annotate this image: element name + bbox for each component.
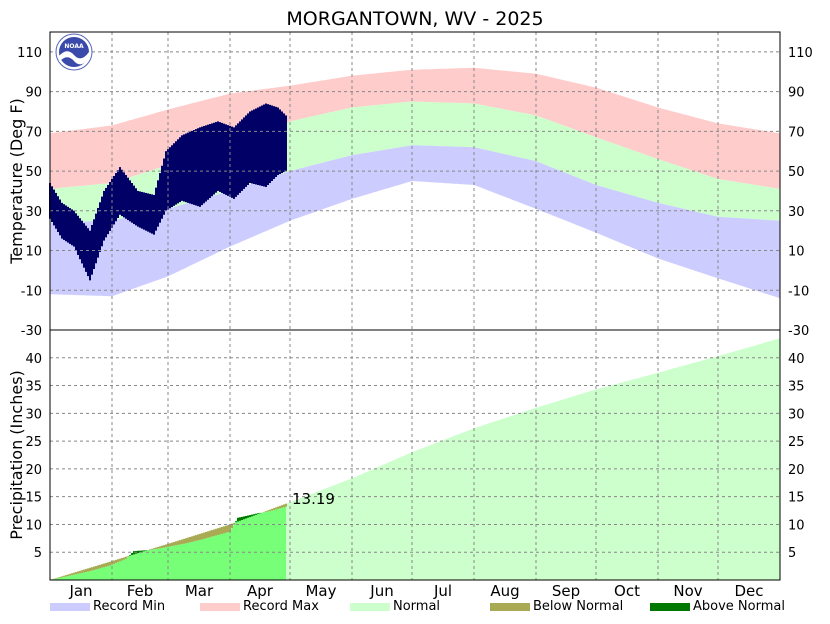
axes-layer: -30 -30 -10 -10 10 10 30 30 50 50 70 70 90 90 110 110 5 5… <box>17 31 813 600</box>
temp-tick-label-left: 90 <box>25 86 42 101</box>
month-label: Jan <box>68 582 92 600</box>
legend-label: Above Normal <box>693 599 785 614</box>
temp-tick-label-left: 70 <box>25 125 42 140</box>
temp-tick-label-left: 10 <box>25 245 42 260</box>
temp-tick-label-right: -30 <box>788 324 809 339</box>
month-label: Jul <box>433 582 452 600</box>
temp-tick-label-right: 70 <box>788 125 805 140</box>
temp-tick-label-right: -10 <box>788 284 809 299</box>
precip-tick-label-left: 10 <box>25 518 42 533</box>
precipitation-total-annotation: 13.19 <box>292 490 335 508</box>
precip-tick-label-left: 5 <box>34 546 42 561</box>
month-label: Apr <box>247 582 274 600</box>
month-label: Dec <box>734 582 763 600</box>
precip-tick-label-right: 30 <box>788 407 805 422</box>
legend-swatch <box>200 603 240 611</box>
temp-tick-label-right: 50 <box>788 165 805 180</box>
precip-tick-label-left: 20 <box>25 463 42 478</box>
temp-tick-label-right: 10 <box>788 245 805 260</box>
record-max-band <box>50 67 780 189</box>
normal-precip-area <box>50 338 780 580</box>
precip-tick-label-right: 35 <box>788 380 805 395</box>
legend-label: Normal <box>393 599 440 614</box>
temperature-axis-label: Temperature (Deg F) <box>7 98 26 265</box>
legend-swatch <box>350 603 390 611</box>
temp-tick-label-left: 50 <box>25 165 42 180</box>
precip-tick-label-right: 25 <box>788 435 805 450</box>
legend-label: Record Max <box>243 599 319 614</box>
precip-tick-label-left: 35 <box>25 380 42 395</box>
month-label: Jun <box>369 582 393 600</box>
precipitation-panel <box>50 338 780 580</box>
month-label: May <box>305 582 336 600</box>
plot-frame <box>49 31 781 581</box>
legend: Record Min Record Max Normal Below Normal Ab… <box>50 599 785 614</box>
month-label: Aug <box>490 582 519 600</box>
temp-tick-label-right: 90 <box>788 86 805 101</box>
precip-tick-label-right: 20 <box>788 463 805 478</box>
legend-swatch <box>490 603 530 611</box>
temp-tick-label-left: 110 <box>17 46 42 61</box>
month-label: Nov <box>673 582 702 600</box>
legend-swatch <box>650 603 690 611</box>
precipitation-axis-label: Precipitation (Inches) <box>7 370 26 540</box>
temperature-panel <box>49 67 780 299</box>
precip-tick-label-right: 5 <box>788 546 796 561</box>
precip-tick-label-left: 30 <box>25 407 42 422</box>
noaa-logo-text: NOAA <box>64 43 84 50</box>
chart-title: MORGANTOWN, WV - 2025 <box>286 8 543 30</box>
record-min-band <box>50 145 780 299</box>
temp-tick-label-right: 30 <box>788 205 805 220</box>
month-label: Oct <box>614 582 640 600</box>
temp-tick-label-left: -10 <box>21 284 42 299</box>
observed-precip-area <box>50 506 286 580</box>
noaa-logo-icon: NOAA <box>55 33 93 71</box>
precip-tick-label-left: 15 <box>25 491 42 506</box>
precip-tick-label-right: 15 <box>788 491 805 506</box>
temp-tick-label-left: -30 <box>21 324 42 339</box>
legend-label: Below Normal <box>533 599 623 614</box>
month-label: Feb <box>127 582 154 600</box>
temp-tick-label-left: 30 <box>25 205 42 220</box>
precip-tick-label-right: 40 <box>788 352 805 367</box>
legend-swatch <box>50 603 90 611</box>
precip-tick-label-right: 10 <box>788 518 805 533</box>
temp-tick-label-right: 110 <box>788 46 813 61</box>
precip-tick-label-left: 40 <box>25 352 42 367</box>
legend-label: Record Min <box>93 599 165 614</box>
month-label: Sep <box>552 582 580 600</box>
precip-tick-label-left: 25 <box>25 435 42 450</box>
month-label: Mar <box>185 582 214 600</box>
